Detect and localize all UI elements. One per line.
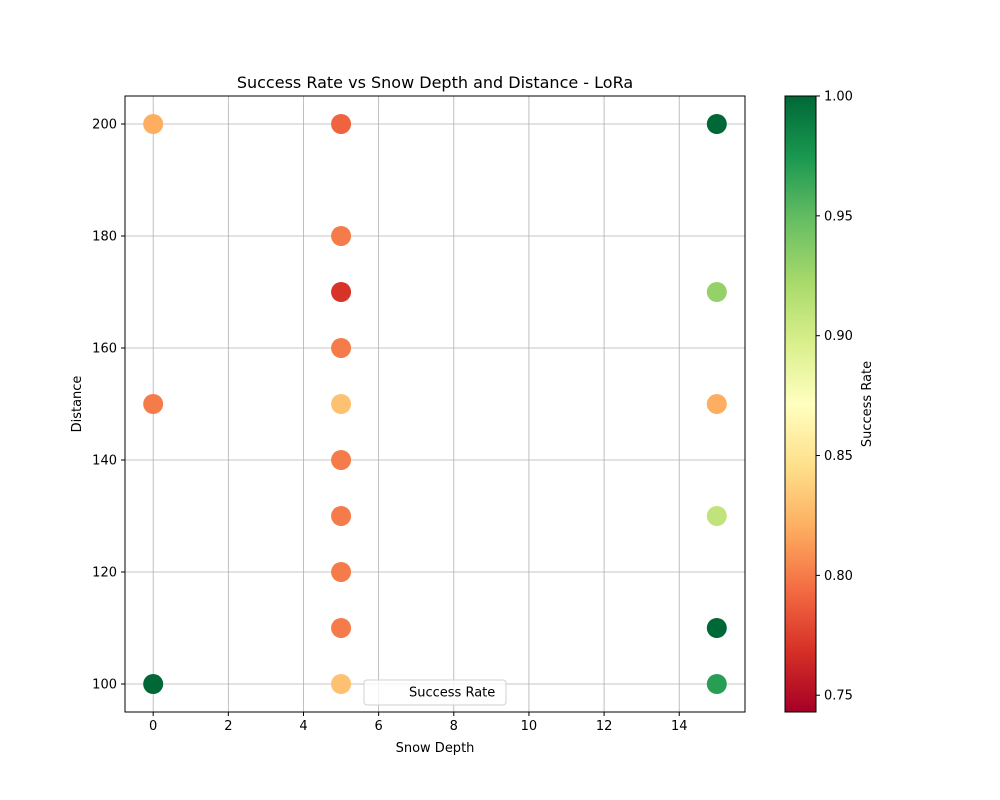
x-axis-ticks: 0 2 4 6 8 10 12 14 — [149, 712, 688, 734]
legend: Success Rate — [363, 679, 507, 706]
colorbar-gradient — [784, 95, 817, 713]
data-point — [706, 394, 727, 414]
data-point — [706, 674, 727, 694]
data-point — [706, 506, 727, 526]
data-point — [331, 674, 352, 694]
y-tick-label: 180 — [92, 230, 117, 245]
data-points — [143, 114, 727, 694]
colorbar: 0.75 0.80 0.85 0.90 0.95 1.00 Success Rate — [784, 90, 875, 713]
y-axis-label: Distance — [70, 376, 85, 433]
y-tick-label: 200 — [92, 118, 117, 133]
x-tick-label: 2 — [224, 719, 232, 734]
x-tick-label: 6 — [374, 719, 382, 734]
data-point — [331, 338, 352, 358]
data-point — [706, 114, 727, 134]
colorbar-tick-label: 0.95 — [824, 209, 853, 224]
colorbar-tick-label: 0.75 — [824, 689, 853, 704]
colorbar-ticks: 0.75 0.80 0.85 0.90 0.95 1.00 — [816, 90, 853, 704]
legend-entry-success-rate: Success Rate — [409, 686, 495, 701]
data-point — [331, 394, 352, 414]
x-axis-label: Snow Depth — [396, 741, 475, 756]
x-tick-label: 12 — [596, 719, 613, 734]
data-point — [706, 618, 727, 638]
data-point — [143, 674, 164, 694]
y-tick-label: 140 — [92, 454, 117, 469]
y-tick-label: 120 — [92, 566, 117, 581]
data-point — [331, 226, 352, 246]
grid-lines — [125, 96, 745, 712]
data-point — [143, 394, 164, 414]
x-tick-label: 14 — [671, 719, 688, 734]
x-tick-label: 8 — [450, 719, 458, 734]
chart-title: Success Rate vs Snow Depth and Distance … — [237, 73, 633, 92]
y-tick-label: 160 — [92, 342, 117, 357]
colorbar-label: Success Rate — [860, 361, 875, 447]
x-tick-label: 0 — [149, 719, 157, 734]
colorbar-tick-label: 1.00 — [824, 90, 853, 105]
plot-area-frame — [124, 95, 746, 713]
data-point — [143, 114, 164, 134]
data-point — [331, 618, 352, 638]
data-point — [706, 282, 727, 302]
x-tick-label: 4 — [299, 719, 307, 734]
colorbar-tick-label: 0.90 — [824, 329, 853, 344]
y-axis-ticks: 100 120 140 160 180 200 — [92, 118, 125, 693]
y-tick-label: 100 — [92, 678, 117, 693]
x-tick-label: 10 — [521, 719, 538, 734]
data-point — [331, 562, 352, 582]
legend-box — [363, 679, 507, 706]
data-point — [331, 450, 352, 470]
colorbar-tick-label: 0.80 — [824, 569, 853, 584]
data-point — [331, 282, 352, 302]
data-point — [331, 506, 352, 526]
data-point — [331, 114, 352, 134]
colorbar-tick-label: 0.85 — [824, 449, 853, 464]
